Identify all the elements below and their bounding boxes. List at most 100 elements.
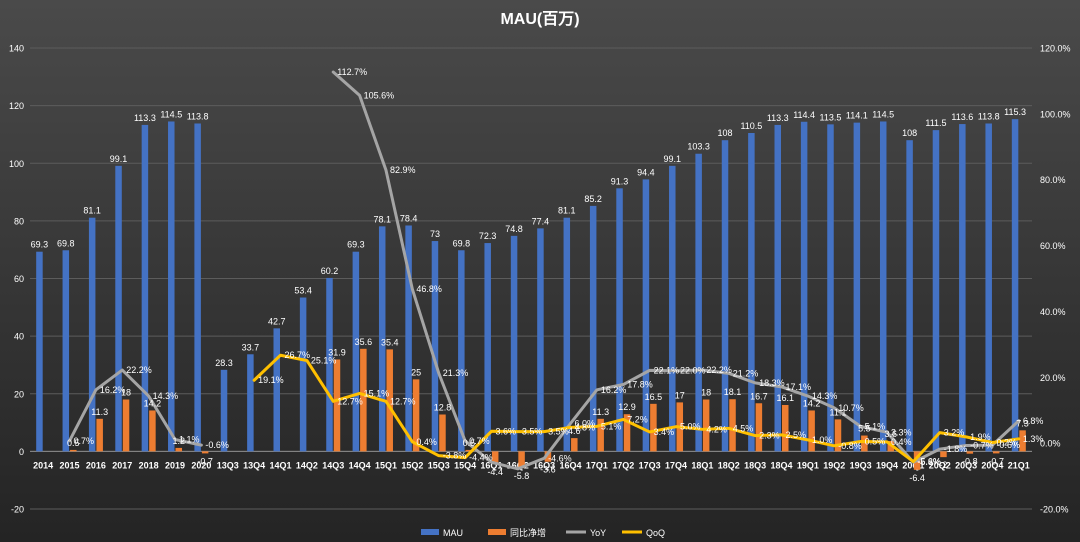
y-right-tick-label: 20.0% — [1040, 373, 1066, 383]
mau-data-label: 69.8 — [453, 238, 471, 248]
mau-data-label: 77.4 — [532, 216, 550, 226]
net-add-data-label: 18 — [701, 388, 711, 398]
x-tick-label: 16Q1 — [480, 460, 502, 470]
x-tick-label: 19Q4 — [876, 460, 898, 470]
qoq-data-label: -0.8% — [838, 441, 862, 451]
yoy-data-label: 105.6% — [364, 90, 395, 100]
yoy-data-label: 14.3% — [812, 391, 838, 401]
qoq-data-label: 15.1% — [364, 388, 390, 398]
net-add-data-label: 1.2 — [173, 436, 186, 446]
net-add-data-label: 35.4 — [381, 337, 399, 347]
qoq-data-label: 4.2% — [706, 424, 727, 434]
yoy-data-label: 3.3% — [891, 427, 912, 437]
qoq-data-label: 3.5% — [548, 427, 569, 437]
net-add-bar — [439, 414, 446, 452]
mau-bar — [458, 250, 465, 452]
y-right-tick-label: 120.0% — [1040, 44, 1071, 54]
qoq-data-label: 0.4% — [891, 437, 912, 447]
mau-data-label: 85.2 — [584, 194, 602, 204]
x-tick-label: 17Q2 — [612, 460, 634, 470]
yoy-data-label: 21.3% — [443, 368, 469, 378]
x-tick-label: 16Q2 — [507, 460, 529, 470]
mau-data-label: 113.8 — [187, 111, 209, 121]
net-add-bar — [650, 403, 657, 452]
mau-data-label: 69.8 — [57, 238, 75, 248]
axes: -20 0 20 40 60 80 100 120 140 -20.0% 0.0% 20.0% 40.0… — [9, 44, 1071, 515]
x-tick-label: 2019 — [165, 460, 185, 470]
yoy-data-label: 18.3% — [759, 378, 785, 388]
mau-data-label: 94.4 — [637, 167, 655, 177]
yoy-data-label: -0.6% — [996, 440, 1020, 450]
mau-data-label: 42.7 — [268, 316, 286, 326]
x-tick-label: 15Q3 — [428, 460, 450, 470]
x-tick-label: 13Q4 — [243, 460, 265, 470]
qoq-data-label: 1.9% — [970, 432, 991, 442]
net-add-data-label: 0.5 — [67, 438, 80, 448]
mau-data-label: 115.3 — [1004, 107, 1026, 117]
chart-title: MAU(百万) — [500, 10, 579, 28]
mau-bar — [378, 226, 386, 452]
qoq-data-label: 12.7% — [390, 396, 416, 406]
y-left-tick-label: 120 — [9, 101, 24, 111]
net-add-bar — [940, 451, 947, 458]
mau-bar — [985, 123, 992, 452]
x-tick-label: 17Q4 — [665, 460, 687, 470]
x-tick-label: 2020 — [191, 460, 211, 470]
x-tick-label: 13Q3 — [217, 460, 239, 470]
y-left-tick-label: 0 — [19, 447, 24, 457]
net-add-data-label: 18.1 — [724, 387, 742, 397]
net-add-bar — [149, 410, 156, 452]
net-add-bar — [175, 447, 183, 452]
net-add-data-label: -0.7 — [197, 456, 213, 466]
x-tick-label: 14Q4 — [349, 460, 371, 470]
yoy-data-label: 21.2% — [733, 368, 759, 378]
x-tick-label: 20Q1 — [902, 460, 924, 470]
mau-data-label: 53.4 — [294, 286, 312, 296]
qoq-data-label: 0.4% — [416, 437, 437, 447]
mau-bar — [800, 121, 808, 452]
y-left-tick-label: 140 — [9, 44, 24, 54]
net-add-bar — [571, 438, 578, 452]
mau-bar — [669, 165, 676, 452]
mau-data-label: 72.3 — [479, 231, 497, 241]
mau-bar — [748, 132, 755, 452]
mau-data-label: 81.1 — [558, 206, 576, 216]
qoq-data-label: 12.7% — [337, 396, 363, 406]
net-add-data-label: 16.7 — [750, 391, 768, 401]
net-add-data-label: 16.1 — [776, 393, 794, 403]
x-tick-label: 18Q1 — [691, 460, 713, 470]
qoq-data-label: 3.4% — [654, 427, 675, 437]
mau-data-label: 113.3 — [767, 113, 789, 123]
x-tick-label: 21Q1 — [1008, 460, 1030, 470]
mau-bar — [1011, 119, 1019, 452]
x-tick-label: 20Q2 — [929, 460, 951, 470]
net-add-bar — [1019, 430, 1026, 452]
mau-bar — [906, 140, 913, 452]
yoy-data-label: 0.7% — [469, 436, 490, 446]
mau-data-label: 33.7 — [242, 342, 260, 352]
yoy-data-label: 112.7% — [337, 67, 367, 77]
qoq-data-label: 3.2% — [944, 428, 965, 438]
net-add-data-label: -0.7 — [988, 456, 1004, 466]
x-tick-label: 15Q4 — [454, 460, 476, 470]
net-add-data-label: -0.8 — [962, 457, 978, 467]
yoy-data-label: 17.8% — [627, 380, 653, 390]
mau-bar — [695, 153, 702, 452]
y-right-tick-label: 60.0% — [1040, 241, 1066, 251]
net-add-bar — [360, 348, 367, 452]
net-add-bar — [491, 451, 499, 465]
mau-bar — [721, 140, 729, 452]
x-tick-label: 14Q3 — [322, 460, 344, 470]
mau-bar — [774, 124, 781, 452]
qoq-data-label: 26.7% — [285, 350, 311, 360]
net-add-bar — [861, 435, 868, 452]
mau-data-label: 113.5 — [820, 112, 842, 122]
qoq-data-label: -5.6% — [917, 457, 941, 467]
mau-data-label: 81.1 — [83, 206, 101, 216]
mau-bar — [168, 121, 175, 452]
yoy-data-label: 22.1% — [654, 365, 680, 375]
net-add-data-label: 18 — [121, 388, 131, 398]
mau-bar — [194, 123, 201, 452]
qoq-data-label: -4.4% — [469, 453, 493, 463]
qoq-data-label: 1.3% — [1023, 434, 1044, 444]
